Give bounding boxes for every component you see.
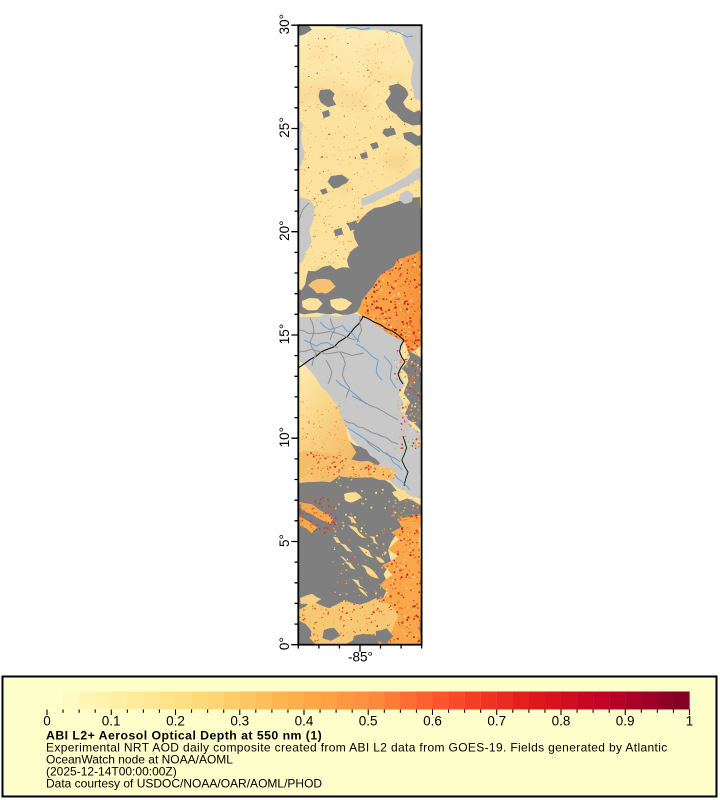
svg-text:Experimental NRT AOD daily com: Experimental NRT AOD daily composite cre… xyxy=(46,741,668,755)
svg-text:0.3: 0.3 xyxy=(230,714,249,729)
svg-text:0.5: 0.5 xyxy=(359,714,378,729)
svg-text:1: 1 xyxy=(686,714,694,729)
svg-text:0.1: 0.1 xyxy=(102,714,121,729)
svg-text:ABI L2+ Aerosol Optical Depth: ABI L2+ Aerosol Optical Depth at 550 nm … xyxy=(46,729,322,743)
svg-text:30°: 30° xyxy=(277,14,292,34)
svg-text:0: 0 xyxy=(43,714,51,729)
svg-text:OceanWatch node at NOAA/AOML: OceanWatch node at NOAA/AOML xyxy=(46,753,233,767)
svg-text:25°: 25° xyxy=(277,117,292,137)
svg-text:10°: 10° xyxy=(277,427,292,447)
svg-text:5°: 5° xyxy=(277,534,292,547)
svg-text:0.4: 0.4 xyxy=(295,714,314,729)
svg-text:15°: 15° xyxy=(277,324,292,344)
svg-text:0.8: 0.8 xyxy=(552,714,571,729)
svg-text:0.7: 0.7 xyxy=(487,714,506,729)
svg-text:(2025-12-14T00:00:00Z): (2025-12-14T00:00:00Z) xyxy=(46,765,177,779)
svg-text:-85°: -85° xyxy=(348,650,373,665)
svg-text:0°: 0° xyxy=(277,637,292,650)
svg-text:Data courtesy of USDOC/NOAA/OA: Data courtesy of USDOC/NOAA/OAR/AOML/PHO… xyxy=(46,777,322,791)
svg-text:0.9: 0.9 xyxy=(616,714,635,729)
svg-text:0.2: 0.2 xyxy=(166,714,185,729)
svg-text:0.6: 0.6 xyxy=(423,714,442,729)
svg-text:20°: 20° xyxy=(277,220,292,240)
